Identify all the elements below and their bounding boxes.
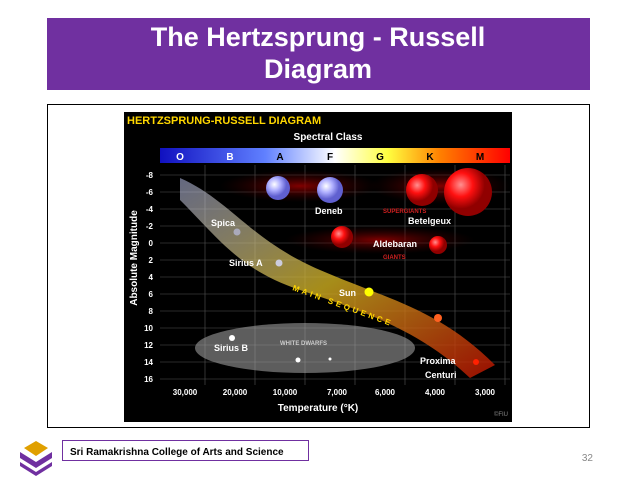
x-tick-label: 4,000 <box>425 388 446 397</box>
spectral-class: M <box>476 152 484 163</box>
y-tick-label: 8 <box>149 307 154 316</box>
star <box>275 259 283 267</box>
y-tick-label: -2 <box>146 222 154 231</box>
y-tick-label: 4 <box>149 273 154 282</box>
top-axis-label: Spectral Class <box>294 132 363 143</box>
star-label: Proxima <box>420 356 457 366</box>
star <box>364 287 374 297</box>
star-label: Sirius B <box>214 343 249 353</box>
spectral-class: F <box>327 152 333 163</box>
star <box>328 357 332 361</box>
star <box>295 357 301 363</box>
college-logo <box>20 441 52 476</box>
title-banner <box>47 18 590 90</box>
y-tick-label: 10 <box>144 324 153 333</box>
star <box>429 236 447 254</box>
slide-title: The Hertzsprung - Russell Diagram <box>151 22 486 84</box>
x-tick-label: 6,000 <box>375 388 396 397</box>
star <box>473 359 479 365</box>
spectral-class: A <box>276 152 283 163</box>
x-axis-label: Temperature (°K) <box>278 403 359 414</box>
college-name: Sri Ramakrishna College of Arts and Scie… <box>70 447 284 458</box>
y-tick-label: 16 <box>144 375 153 384</box>
y-tick-label: -6 <box>146 188 154 197</box>
y-tick-label: 12 <box>144 341 153 350</box>
supergiant-region <box>220 170 380 202</box>
star-label: Sirius A <box>229 258 263 268</box>
star <box>444 168 492 216</box>
credit: ©FIU <box>494 411 508 418</box>
y-tick-label: 6 <box>149 290 154 299</box>
star-label: Centuri <box>425 370 457 380</box>
y-axis-label: Absolute Magnitude <box>129 210 140 306</box>
y-tick-label: -8 <box>146 171 154 180</box>
star <box>229 335 235 341</box>
star <box>317 177 343 203</box>
x-tick-label: 3,000 <box>475 388 496 397</box>
star-label: Sun <box>339 288 356 298</box>
spectral-class: G <box>376 152 384 163</box>
star-label: Spica <box>211 218 236 228</box>
star-label: Deneb <box>315 206 343 216</box>
y-tick-label: 0 <box>149 239 154 248</box>
page-number: 32 <box>582 453 594 464</box>
spectral-class: K <box>426 152 434 163</box>
spectral-bar <box>160 148 510 163</box>
star-label: Aldebaran <box>373 239 417 249</box>
college-box <box>62 440 309 461</box>
region-label: WHITE DWARFS <box>280 341 327 347</box>
x-tick-label: 20,000 <box>223 388 248 397</box>
star <box>233 228 241 236</box>
main-sequence-band <box>180 178 495 378</box>
region-label: SUPERGIANTS <box>383 209 426 215</box>
star <box>331 226 353 248</box>
x-tick-label: 30,000 <box>173 388 198 397</box>
star-label: Betelgeux <box>408 216 451 226</box>
y-tick-label: -4 <box>146 205 154 214</box>
figure-title: HERTZSPRUNG-RUSSELL DIAGRAM <box>127 115 321 127</box>
star <box>406 174 438 206</box>
x-tick-label: 10,000 <box>273 388 298 397</box>
star <box>434 314 442 322</box>
white-dwarf-region <box>195 323 415 373</box>
star <box>266 176 290 200</box>
region-label: GIANTS <box>383 255 406 261</box>
spectral-class: O <box>176 152 184 163</box>
y-tick-label: 2 <box>149 256 154 265</box>
y-tick-label: 14 <box>144 358 153 367</box>
x-tick-label: 7,000 <box>327 388 348 397</box>
spectral-class: B <box>226 152 233 163</box>
